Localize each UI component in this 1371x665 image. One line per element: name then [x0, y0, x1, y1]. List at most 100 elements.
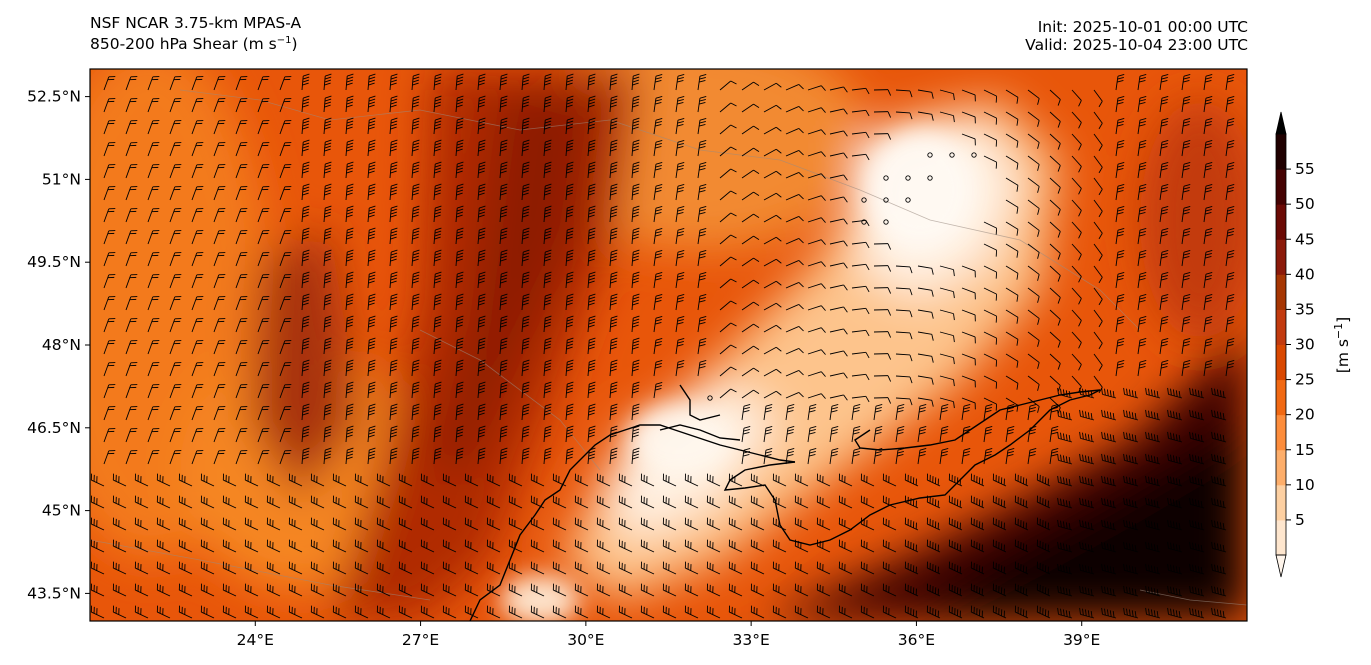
- wind-barb: [1049, 89, 1061, 106]
- wind-barb: [367, 425, 376, 443]
- wind-barb: [235, 252, 248, 267]
- wind-barb: [917, 404, 927, 421]
- calm-marker: [861, 197, 867, 203]
- wind-barb: [244, 605, 259, 619]
- wind-barb: [1071, 243, 1082, 261]
- wind-barb: [367, 183, 376, 201]
- wind-barb: [169, 252, 182, 267]
- wind-barb: [948, 473, 963, 487]
- wind-barb: [1225, 294, 1235, 311]
- wind-barb: [829, 130, 848, 137]
- wind-barb: [904, 605, 919, 619]
- wind-barb: [112, 605, 127, 619]
- wind-barb: [618, 539, 633, 553]
- wind-barb: [631, 73, 640, 91]
- wind-barb: [983, 331, 998, 345]
- wind-barb: [552, 605, 567, 619]
- wind-barb: [939, 89, 955, 101]
- wind-barb: [631, 249, 640, 267]
- wind-barb: [1137, 272, 1147, 289]
- wind-barb: [1115, 140, 1125, 157]
- wind-barb: [939, 309, 955, 321]
- wind-barb: [433, 95, 442, 113]
- wind-barb: [895, 397, 913, 406]
- wind-barb: [310, 561, 325, 575]
- wind-barb: [521, 293, 530, 311]
- wind-barb: [411, 161, 420, 179]
- wind-barb: [134, 539, 149, 553]
- wind-barb: [477, 293, 486, 311]
- wind-barb: [301, 183, 310, 201]
- wind-barb: [618, 583, 633, 597]
- wind-barb: [829, 394, 848, 401]
- wind-barb: [1079, 519, 1095, 531]
- wind-barb: [244, 539, 259, 553]
- wind-barb: [530, 473, 545, 487]
- wind-barb: [851, 404, 861, 421]
- wind-barb: [904, 517, 919, 531]
- wind-barb: [499, 161, 508, 179]
- wind-barb: [838, 539, 853, 553]
- wind-barb: [389, 183, 398, 201]
- wind-barb: [552, 495, 567, 509]
- wind-barb: [719, 278, 737, 289]
- wind-barb: [926, 539, 941, 553]
- wind-barb: [1093, 89, 1103, 108]
- wind-barb: [1137, 140, 1147, 157]
- wind-barb: [345, 359, 354, 377]
- wind-barb: [741, 367, 760, 377]
- wind-barb: [103, 340, 116, 355]
- wind-barb: [543, 271, 552, 289]
- wind-barb: [213, 296, 226, 311]
- wind-barb: [1027, 177, 1040, 193]
- wind-barb: [1181, 338, 1191, 355]
- wind-barb: [1203, 96, 1213, 113]
- wind-barb: [235, 120, 248, 135]
- wind-barb: [323, 293, 332, 311]
- colorbar-segment: [1276, 344, 1286, 381]
- wind-barb: [1049, 287, 1061, 304]
- wind-barb: [1093, 111, 1103, 130]
- wind-barb: [574, 583, 589, 597]
- wind-barb: [741, 213, 760, 223]
- calm-marker: [883, 175, 889, 181]
- wind-barb: [235, 230, 248, 245]
- wind-barb: [829, 426, 839, 443]
- wind-barb: [1145, 497, 1161, 509]
- wind-barb: [345, 117, 354, 135]
- wind-barb: [1225, 74, 1235, 91]
- calm-marker: [927, 152, 933, 158]
- wind-barb: [125, 142, 138, 157]
- wind-barb: [477, 227, 486, 245]
- wind-barb: [1005, 309, 1019, 324]
- wind-barb: [499, 293, 508, 311]
- wind-barb: [420, 605, 435, 619]
- wind-barb: [244, 517, 259, 531]
- wind-barb: [961, 265, 976, 278]
- wind-barb: [719, 124, 737, 135]
- wind-barb: [125, 384, 138, 399]
- wind-barb: [1189, 519, 1205, 531]
- wind-barb: [521, 249, 530, 267]
- wind-barb: [1027, 89, 1040, 105]
- wind-barb: [222, 495, 237, 509]
- wind-barb: [763, 170, 782, 179]
- wind-barb: [125, 450, 138, 465]
- wind-barb: [653, 382, 663, 399]
- wind-barb: [785, 106, 804, 113]
- wind-barb: [169, 362, 182, 377]
- wind-barb: [310, 539, 325, 553]
- wind-barb: [961, 426, 971, 443]
- wind-barb: [279, 252, 292, 267]
- wind-barb: [653, 206, 663, 223]
- wind-barb: [807, 217, 826, 223]
- wind-barb: [1036, 517, 1051, 531]
- wind-barb: [420, 495, 435, 509]
- wind-barb: [851, 263, 870, 271]
- wind-barb: [1027, 404, 1037, 421]
- wind-barb: [508, 495, 523, 509]
- colorbar-segment: [1276, 204, 1286, 240]
- wind-barb: [1101, 387, 1117, 399]
- wind-barb: [565, 161, 574, 179]
- wind-barb: [1049, 177, 1061, 194]
